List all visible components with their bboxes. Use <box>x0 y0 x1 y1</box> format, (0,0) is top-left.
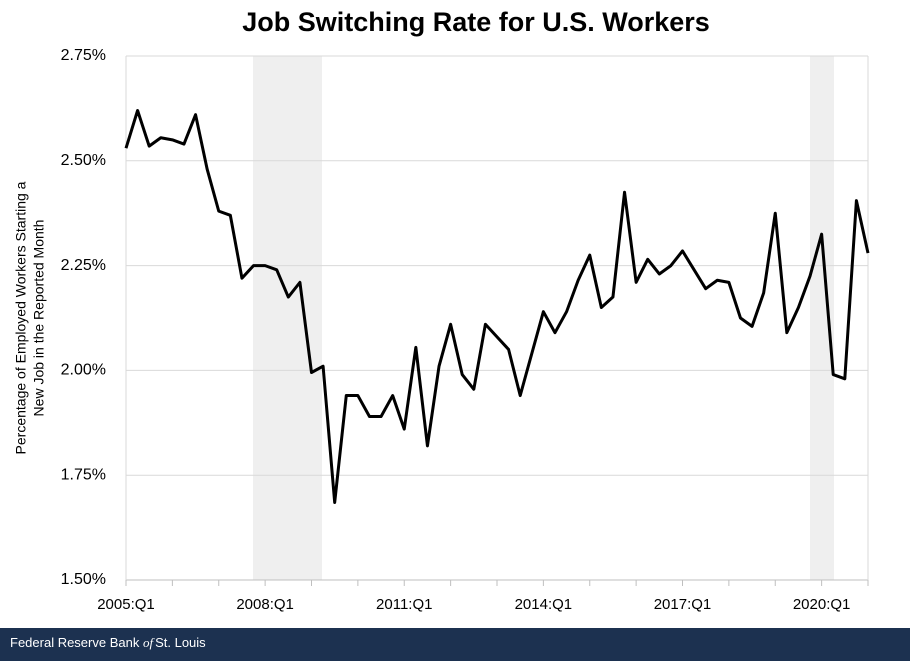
y-tick-label: 2.00% <box>61 362 106 379</box>
y-tick-label: 2.75% <box>61 47 106 64</box>
recession-band <box>810 56 834 580</box>
y-tick-label: 2.50% <box>61 152 106 169</box>
footer-text: St. Louis <box>155 635 206 650</box>
x-tick-label: 2011:Q1 <box>376 596 432 613</box>
x-tick-label: 2020:Q1 <box>793 596 851 613</box>
footer-text: of <box>143 635 156 650</box>
x-tick-label: 2005:Q1 <box>97 596 155 613</box>
y-tick-label: 1.50% <box>61 571 106 588</box>
footer-bar <box>0 628 910 661</box>
x-tick-label: 2008:Q1 <box>236 596 294 613</box>
footer: Federal Reserve Bank of St. Louis <box>10 635 206 650</box>
recession-band <box>253 56 322 580</box>
y-axis-title-line: New Job in the Reported Month <box>31 220 47 417</box>
y-tick-label: 2.25% <box>61 257 106 274</box>
y-axis-title: Percentage of Employed Workers Starting … <box>13 181 47 454</box>
x-tick-label: 2017:Q1 <box>654 596 712 613</box>
y-axis-title-line: Percentage of Employed Workers Starting … <box>13 181 29 454</box>
y-tick-label: 1.75% <box>61 466 106 483</box>
footer-text: Federal Reserve Bank <box>10 635 140 650</box>
x-tick-label: 2014:Q1 <box>515 596 573 613</box>
line-series <box>124 109 870 504</box>
chart-title: Job Switching Rate for U.S. Workers <box>242 7 710 37</box>
